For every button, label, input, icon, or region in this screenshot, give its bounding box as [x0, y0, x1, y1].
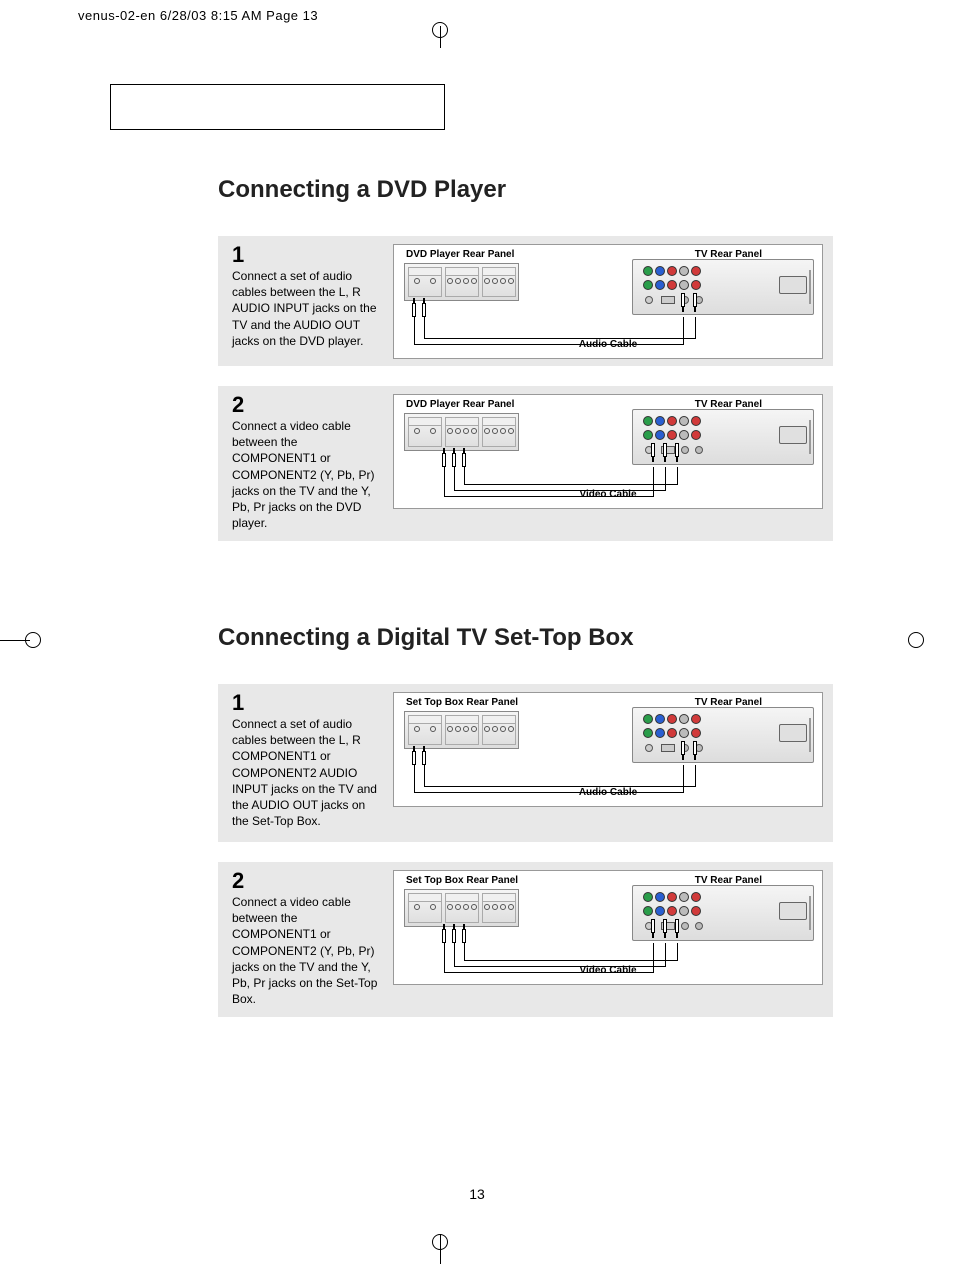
crop-mark	[908, 632, 924, 648]
cable-label: Audio Cable	[579, 339, 637, 350]
step-text: Connect a set of audio cables between th…	[232, 268, 382, 349]
crop-mark	[25, 632, 41, 648]
source-device	[404, 889, 519, 927]
step-box: 2 Connect a video cable between the COMP…	[218, 386, 833, 541]
connection-diagram: Set Top Box Rear Panel TV Rear Panel	[393, 692, 823, 807]
source-device	[404, 413, 519, 451]
source-panel-label: DVD Player Rear Panel	[406, 249, 514, 260]
crop-mark	[432, 22, 448, 38]
tv-device	[632, 259, 814, 315]
section-title-dvd: Connecting a DVD Player	[218, 176, 506, 204]
section-title-settop: Connecting a Digital TV Set-Top Box	[218, 624, 634, 652]
connection-diagram: DVD Player Rear Panel TV Rear Panel	[393, 394, 823, 509]
step-number: 1	[232, 242, 244, 268]
cable-label: Video Cable	[579, 489, 636, 500]
step-number: 2	[232, 868, 244, 894]
step-box: 1 Connect a set of audio cables between …	[218, 236, 833, 366]
crop-header: venus-02-en 6/28/03 8:15 AM Page 13	[78, 8, 318, 23]
source-panel-label: Set Top Box Rear Panel	[406, 697, 518, 708]
step-number: 1	[232, 690, 244, 716]
source-device	[404, 711, 519, 749]
source-device	[404, 263, 519, 301]
step-number: 2	[232, 392, 244, 418]
connection-diagram: DVD Player Rear Panel TV Rear Panel	[393, 244, 823, 359]
tv-device	[632, 409, 814, 465]
page-number: 13	[469, 1186, 485, 1202]
step-text: Connect a video cable between the COMPON…	[232, 418, 382, 531]
cable-label: Video Cable	[579, 965, 636, 976]
cable-label: Audio Cable	[579, 787, 637, 798]
step-text: Connect a video cable between the COMPON…	[232, 894, 382, 1007]
step-box: 2 Connect a video cable between the COMP…	[218, 862, 833, 1017]
connection-diagram: Set Top Box Rear Panel TV Rear Panel	[393, 870, 823, 985]
source-panel-label: Set Top Box Rear Panel	[406, 875, 518, 886]
crop-mark	[432, 1234, 448, 1250]
step-text: Connect a set of audio cables between th…	[232, 716, 382, 829]
tv-device	[632, 885, 814, 941]
source-panel-label: DVD Player Rear Panel	[406, 399, 514, 410]
tv-device	[632, 707, 814, 763]
step-box: 1 Connect a set of audio cables between …	[218, 684, 833, 842]
title-box	[110, 84, 445, 130]
